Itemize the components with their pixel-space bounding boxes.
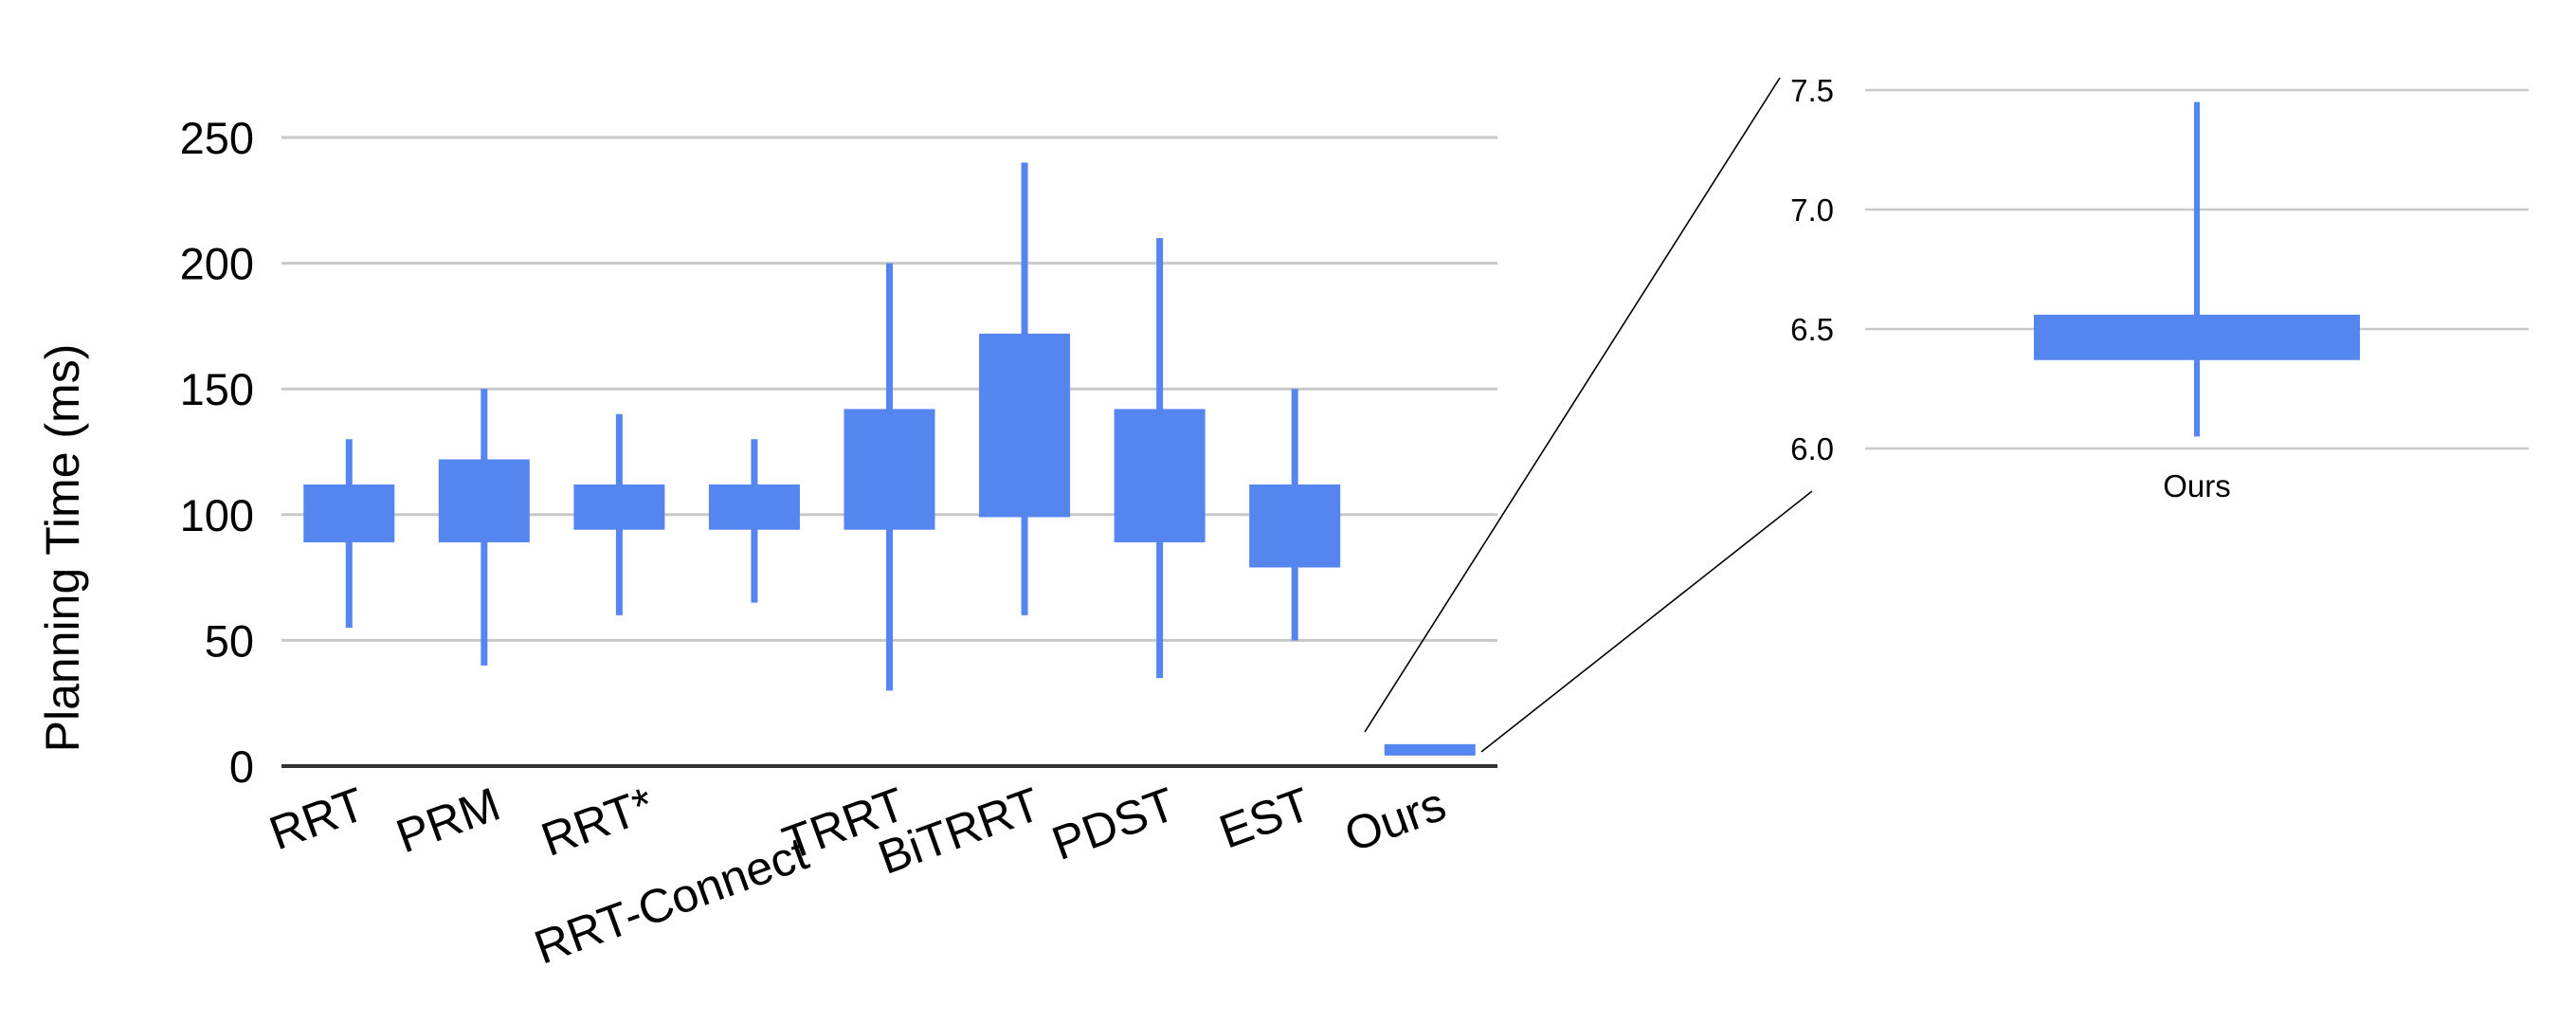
category-label-ours: Ours [1338, 777, 1453, 863]
zoom-category-label-ours: Ours [2163, 468, 2231, 503]
iqr-box-rrt-star [573, 484, 665, 530]
iqr-box-prm [438, 459, 530, 542]
iqr-box-rrt [303, 484, 395, 542]
main-y-tick-labels: 0 50 100 150 200 250 [180, 113, 254, 792]
y-tick-label: 50 [205, 615, 254, 666]
category-label-rrt: RRT [263, 777, 372, 860]
iqr-box-trrt [844, 409, 935, 530]
y-tick-label: 150 [180, 364, 254, 414]
zoom-y-tick-label: 7.5 [1790, 73, 1834, 108]
box-rrt-connect [708, 439, 800, 603]
box-est [1249, 389, 1341, 641]
zoom-y-tick-label: 6.0 [1790, 431, 1834, 466]
iqr-box-est [1249, 484, 1341, 568]
y-axis-label: Planning Time (ms) [36, 344, 89, 753]
zoom-y-tick-labels: 6.0 6.5 7.0 7.5 [1790, 73, 1834, 466]
iqr-box-rrt-connect [708, 484, 800, 530]
zoom-whisker-ours [2194, 101, 2200, 437]
iqr-box-ours [1384, 743, 1476, 756]
category-label-est: EST [1212, 777, 1317, 859]
category-label-pdst: PDST [1045, 777, 1182, 870]
box-rrt-star [573, 413, 665, 615]
zoom-box-ours [2034, 101, 2360, 437]
y-tick-label: 0 [229, 741, 254, 792]
y-tick-label: 250 [180, 113, 254, 163]
zoom-y-tick-label: 7.0 [1790, 192, 1834, 228]
y-tick-label: 200 [180, 239, 254, 289]
box-bitrrt [979, 162, 1071, 615]
zoom-y-tick-label: 6.5 [1790, 312, 1834, 347]
category-label-rrt-star: RRT* [535, 777, 661, 867]
box-rrt [303, 439, 395, 629]
box-prm [438, 389, 530, 666]
box-trrt [844, 263, 935, 691]
y-tick-label: 100 [180, 490, 254, 540]
zoom-category-labels: Ours [2163, 468, 2231, 503]
zoom-iqr-box-ours [2034, 314, 2360, 360]
zoom-connector-lines [1364, 77, 1813, 753]
iqr-box-pdst [1114, 409, 1206, 542]
box-ours [1384, 743, 1476, 756]
box-pdst [1114, 238, 1206, 679]
category-label-prm: PRM [390, 777, 507, 864]
main-boxes [303, 162, 1476, 756]
zoom-connector-upper [1364, 77, 1781, 733]
zoom-connector-lower [1480, 490, 1813, 753]
iqr-box-bitrrt [979, 333, 1071, 518]
zoom-boxes [2034, 101, 2360, 437]
